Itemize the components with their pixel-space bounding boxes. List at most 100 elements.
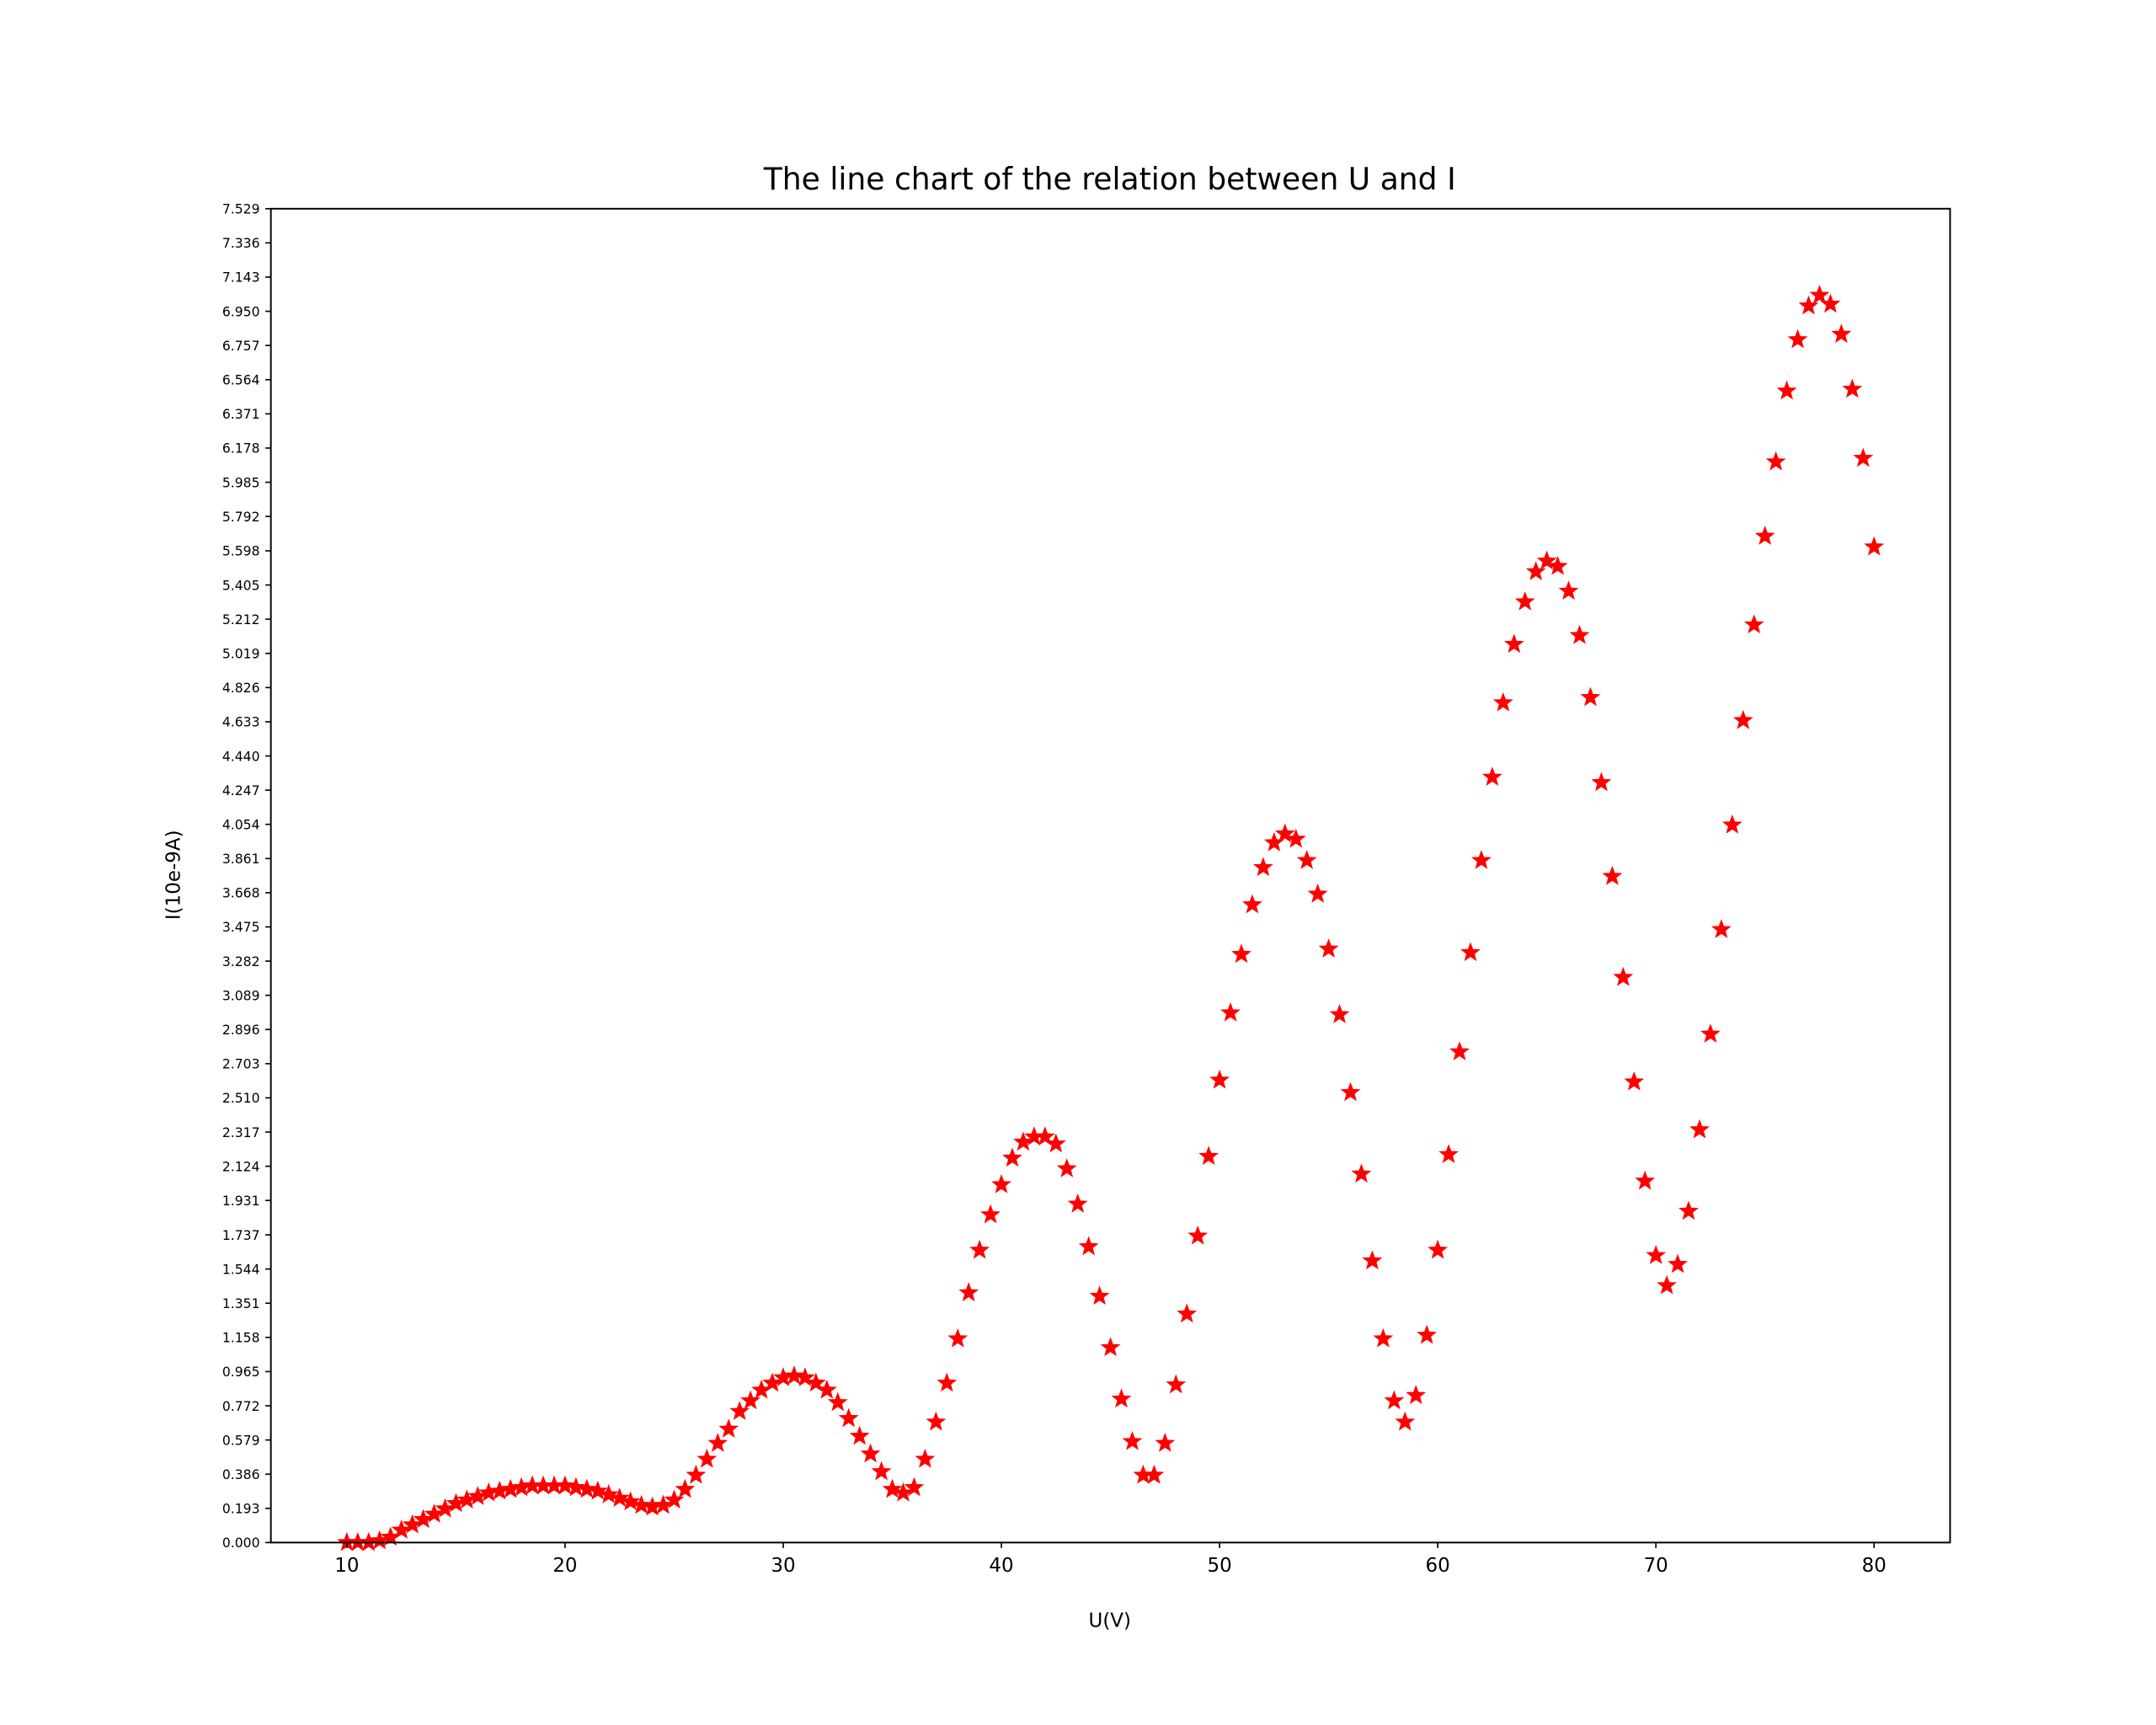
data-point bbox=[1307, 884, 1328, 903]
data-point bbox=[1776, 380, 1797, 400]
data-point bbox=[1536, 550, 1557, 570]
data-point bbox=[1547, 555, 1568, 575]
data-point bbox=[1111, 1388, 1132, 1408]
data-point bbox=[1198, 1146, 1219, 1166]
data-point bbox=[1340, 1081, 1361, 1102]
data-point bbox=[1045, 1133, 1066, 1153]
data-point bbox=[1067, 1194, 1088, 1213]
data-point bbox=[926, 1411, 947, 1431]
data-point bbox=[1635, 1170, 1656, 1190]
y-tick-label: 4.054 bbox=[222, 817, 260, 832]
x-tick-label: 40 bbox=[989, 1555, 1013, 1577]
data-point bbox=[904, 1477, 925, 1497]
data-point bbox=[1460, 942, 1481, 962]
data-point bbox=[707, 1433, 728, 1452]
data-point bbox=[1700, 1023, 1721, 1043]
x-axis-label: U(V) bbox=[1089, 1610, 1131, 1632]
data-point bbox=[598, 1484, 619, 1503]
data-point bbox=[1624, 1071, 1645, 1091]
data-point bbox=[1285, 828, 1306, 848]
y-tick-label: 4.440 bbox=[222, 749, 260, 764]
data-point bbox=[1613, 966, 1634, 986]
y-tick-label: 2.896 bbox=[222, 1023, 260, 1038]
data-point bbox=[1689, 1119, 1710, 1139]
data-point bbox=[1274, 823, 1295, 843]
data-point bbox=[664, 1489, 685, 1509]
data-point bbox=[784, 1365, 804, 1385]
y-axis-label: I(10e-9A) bbox=[163, 830, 184, 920]
data-point bbox=[827, 1391, 848, 1412]
data-point bbox=[1481, 766, 1502, 786]
data-point bbox=[1743, 614, 1764, 634]
data-point bbox=[1820, 293, 1841, 313]
y-tick-label: 7.529 bbox=[222, 202, 260, 217]
data-point bbox=[794, 1367, 815, 1386]
y-tick-label: 1.737 bbox=[222, 1228, 260, 1243]
data-point bbox=[1525, 561, 1546, 580]
chart-title: The line chart of the relation between U… bbox=[763, 161, 1456, 197]
y-tick-label: 1.544 bbox=[222, 1262, 260, 1277]
y-tick-label: 1.931 bbox=[222, 1194, 260, 1209]
data-point bbox=[980, 1204, 1001, 1224]
data-point bbox=[1242, 894, 1262, 914]
data-point bbox=[1177, 1303, 1198, 1323]
data-point bbox=[1406, 1385, 1427, 1404]
data-point bbox=[1678, 1200, 1699, 1220]
data-point bbox=[1144, 1464, 1165, 1484]
y-tick-label: 3.282 bbox=[222, 954, 260, 969]
data-point bbox=[1220, 1001, 1241, 1022]
y-tick-label: 7.336 bbox=[222, 236, 260, 251]
y-tick-label: 3.089 bbox=[222, 988, 260, 1003]
y-tick-label: 5.792 bbox=[222, 510, 260, 525]
data-point bbox=[1187, 1225, 1209, 1245]
data-point bbox=[1318, 938, 1339, 958]
data-point bbox=[576, 1478, 597, 1498]
data-point bbox=[1362, 1250, 1383, 1270]
data-point bbox=[969, 1239, 990, 1259]
x-tick-label: 70 bbox=[1644, 1555, 1668, 1577]
y-tick-label: 0.965 bbox=[222, 1365, 260, 1380]
y-tick-label: 1.158 bbox=[222, 1331, 260, 1346]
data-point bbox=[1231, 943, 1251, 964]
data-point bbox=[915, 1448, 936, 1468]
data-point bbox=[1034, 1126, 1055, 1146]
data-point bbox=[937, 1372, 958, 1392]
data-point bbox=[1384, 1390, 1405, 1410]
data-point bbox=[1765, 451, 1786, 471]
data-point bbox=[686, 1464, 707, 1484]
data-point bbox=[1155, 1433, 1176, 1452]
plot-area bbox=[336, 285, 1885, 1551]
x-tick-label: 60 bbox=[1426, 1555, 1450, 1577]
data-point bbox=[1602, 866, 1623, 885]
data-point bbox=[1351, 1163, 1372, 1183]
data-point bbox=[1721, 814, 1742, 834]
x-tick-label: 50 bbox=[1207, 1555, 1231, 1577]
y-tick-label: 6.371 bbox=[222, 407, 260, 422]
y-tick-label: 6.757 bbox=[222, 339, 260, 354]
data-point bbox=[631, 1494, 652, 1514]
data-point bbox=[1373, 1327, 1394, 1348]
data-point bbox=[565, 1477, 586, 1497]
data-point bbox=[882, 1478, 903, 1498]
data-point bbox=[1580, 686, 1601, 707]
data-point bbox=[1252, 857, 1273, 877]
data-point bbox=[1754, 526, 1775, 545]
data-point bbox=[1842, 378, 1863, 398]
data-point bbox=[816, 1379, 837, 1399]
x-tick-label: 10 bbox=[334, 1555, 359, 1577]
y-tick-label: 5.019 bbox=[222, 646, 260, 661]
y-tick-label: 5.985 bbox=[222, 475, 260, 490]
y-tick-label: 5.598 bbox=[222, 544, 260, 559]
data-point bbox=[1078, 1236, 1099, 1256]
y-tick-label: 2.510 bbox=[222, 1091, 260, 1106]
data-point bbox=[555, 1475, 575, 1495]
y-tick-label: 6.950 bbox=[222, 304, 260, 319]
y-tick-label: 2.124 bbox=[222, 1159, 260, 1174]
data-point bbox=[1831, 323, 1852, 344]
data-point bbox=[1122, 1430, 1143, 1450]
data-point bbox=[620, 1491, 641, 1511]
y-tick-label: 0.000 bbox=[222, 1535, 260, 1551]
data-point bbox=[1569, 624, 1590, 644]
data-point bbox=[740, 1390, 761, 1410]
